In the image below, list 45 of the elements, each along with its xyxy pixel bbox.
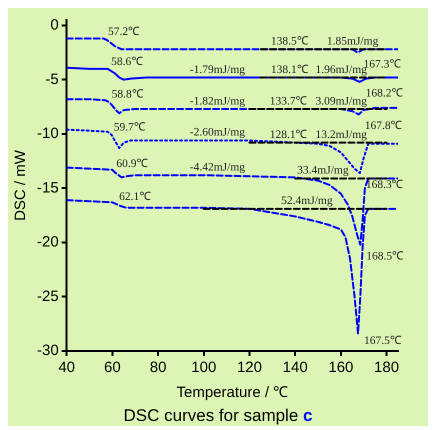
x-tick-label: 60	[104, 359, 121, 376]
annotation: 168.3℃	[366, 178, 404, 191]
x-tick-label: 180	[374, 359, 400, 376]
y-tick-label: -20	[36, 234, 59, 251]
annotation: 62.1℃	[119, 190, 152, 203]
y-tick-label: 0	[50, 16, 59, 34]
line-series	[66, 37, 398, 54]
annotation: -4.42mJ/mg	[190, 161, 246, 174]
y-tick-label: -15	[36, 179, 59, 196]
x-tick-label: 120	[236, 359, 262, 376]
annotation: 33.4mJ/mg	[297, 164, 349, 177]
annotation: 1.96mJ/mg	[315, 64, 368, 76]
x-tick-label: 40	[58, 359, 76, 376]
x-axis-title: Temperature / ℃	[176, 384, 288, 402]
annotation: -1.79mJ/mg	[190, 64, 246, 76]
x-tick-label: 80	[150, 359, 166, 376]
annotation: 58.6℃	[111, 56, 144, 68]
annotation: 138.5℃	[270, 36, 309, 48]
annotation: 58.8℃	[112, 88, 144, 101]
y-tick-label: -30	[36, 342, 59, 360]
annotation: 59.7℃	[114, 121, 146, 134]
y-tick-label: -25	[36, 288, 59, 305]
x-tick-label: 140	[282, 359, 308, 376]
annotation: 1.85mJ/mg	[326, 36, 379, 48]
text: DSC curves for sample c	[124, 406, 312, 425]
annotation: 168.5℃	[366, 250, 404, 262]
annotation: 13.2mJ/mg	[315, 128, 368, 141]
y-tick-label: -5	[45, 70, 59, 88]
annotation: 60.9℃	[116, 158, 149, 170]
annotation: 57.2℃	[108, 26, 140, 38]
annotation: 138.1℃	[270, 64, 309, 76]
y-axis-title: DSC / mW	[12, 149, 30, 221]
y-tick-label: -10	[36, 125, 59, 142]
x-tick-label: 100	[191, 359, 216, 376]
annotation: 167.5℃	[364, 334, 402, 347]
annotation: -2.60mJ/mg	[190, 126, 246, 139]
line-series	[66, 98, 398, 116]
annotation: 128.1℃	[270, 128, 308, 141]
annotation: 167.8℃	[364, 120, 403, 132]
annotation: 133.7℃	[270, 95, 308, 108]
annotation: 3.09mJ/mg	[315, 95, 368, 108]
annotation: 52.4mJ/mg	[281, 195, 333, 208]
x-tick-label: 160	[328, 359, 354, 376]
annotation: -1.82mJ/mg	[190, 95, 246, 108]
annotation: 168.2℃	[366, 88, 404, 100]
